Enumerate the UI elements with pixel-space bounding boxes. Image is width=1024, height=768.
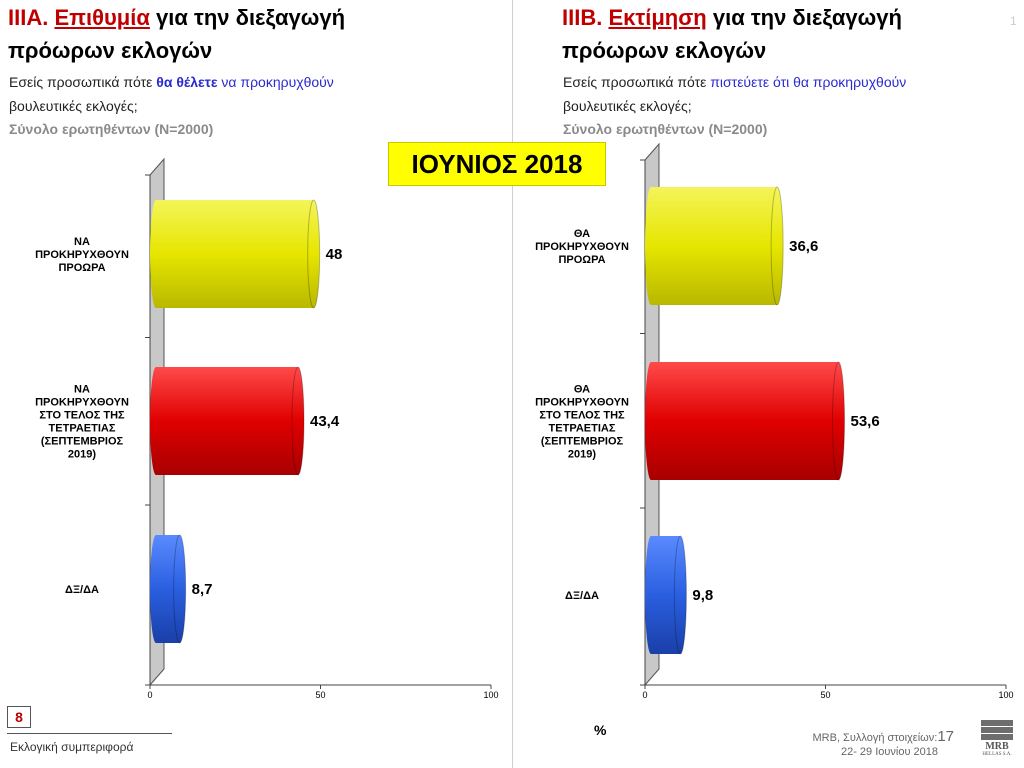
left-category-label-0-2: ΠΡΟΩΡΑ: [58, 262, 105, 274]
right-bar-start-2: [645, 536, 657, 654]
left-category-label-1-0: ΝΑ: [74, 384, 90, 396]
logo-subtext: HELLAS S.A.: [982, 752, 1012, 757]
right-question-b: πιστεύετε ότι θα προκηρυχθούν: [710, 74, 907, 90]
left-bar-2: [156, 535, 180, 643]
left-category-label-1-1: ΠΡΟΚΗΡΥΧΘΟΥΝ: [35, 397, 129, 409]
right-title-code: ΙΙΙΒ.: [562, 5, 603, 30]
right-x-tick-label-0: 0: [642, 690, 647, 700]
right-bar-start-0: [645, 187, 657, 305]
right-x-tick-label-2: 100: [998, 690, 1013, 700]
right-bar-cap-0: [770, 186, 784, 306]
right-bar-cap-2: [673, 535, 687, 655]
right-base: Σύνολο ερωτηθέντων (N=2000): [563, 121, 768, 137]
logo-text: MRB: [985, 741, 1009, 752]
mrb-logo: MRB HELLAS S.A.: [981, 720, 1013, 760]
left-bar-start-1: [150, 367, 162, 475]
panel-divider: [512, 0, 513, 768]
left-category-label-1-4: (ΣΕΠΤΕΜΒΡΙΟΣ: [41, 436, 124, 448]
left-question-c: να προκηρυχθούν: [217, 74, 334, 90]
left-bar-start-0: [150, 200, 162, 308]
left-category-label-1-3: ΤΕΤΡΑΕΤΙΑΣ: [49, 423, 116, 435]
left-title-keyword: Επιθυμία: [54, 5, 150, 30]
source-date: 22- 29 Ιουνίου 2018: [840, 746, 938, 758]
right-bar-start-1: [645, 362, 657, 480]
source-number: 17: [937, 728, 954, 745]
right-title-keyword: Εκτίμηση: [608, 5, 707, 30]
right-category-label-1-1: ΠΡΟΚΗΡΥΧΘΟΥΝ: [535, 397, 629, 409]
left-bar-cap-2: [173, 534, 187, 644]
left-bar-0: [156, 200, 314, 308]
left-question-b: θα θέλετε: [156, 74, 218, 90]
left-category-label-1-5: 2019): [68, 449, 96, 461]
left-question-line2: βουλευτικές εκλογές;: [9, 98, 138, 114]
page-number: 8: [7, 706, 31, 728]
right-category-label-0-2: ΠΡΟΩΡΑ: [558, 254, 605, 266]
right-title-line2: πρόωρων εκλογών: [562, 38, 767, 63]
right-category-label-1-4: (ΣΕΠΤΕΜΒΡΙΟΣ: [541, 436, 624, 448]
left-bar-start-2: [150, 535, 162, 643]
right-bar-1: [651, 362, 839, 480]
left-category-label-0-0: ΝΑ: [74, 236, 90, 248]
right-category-label-2-0: ΔΞ/ΔΑ: [565, 590, 599, 602]
left-bar-cap-0: [307, 199, 321, 309]
right-question-line2: βουλευτικές εκλογές;: [563, 98, 692, 114]
right-title-rest: για την διεξαγωγή: [706, 5, 902, 30]
left-x-tick-label-1: 50: [315, 690, 325, 700]
corner-mark: 1: [1010, 14, 1017, 28]
right-question-a: Εσείς προσωπικά πότε: [563, 74, 711, 90]
right-category-label-1-0: ΘΑ: [574, 384, 590, 396]
right-category-label-1-5: 2019): [568, 449, 596, 461]
footer-rule: [7, 733, 172, 734]
right-category-label-1-2: ΣΤΟ ΤΕΛΟΣ ΤΗΣ: [539, 410, 625, 422]
right-x-tick-label-1: 50: [820, 690, 830, 700]
left-question-a: Εσείς προσωπικά πότε: [9, 74, 157, 90]
left-value-label-0: 48: [326, 246, 343, 263]
left-title-code: ΙΙΙΑ.: [8, 5, 49, 30]
left-value-label-2: 8,7: [192, 581, 213, 598]
left-question: Εσείς προσωπικά πότε θα θέλετε να προκηρ…: [9, 74, 334, 90]
right-question: Εσείς προσωπικά πότε πιστεύετε ότι θα πρ…: [563, 74, 906, 90]
right-value-label-0: 36,6: [789, 238, 818, 255]
left-chart-title: ΙΙΙΑ. Επιθυμία για την διεξαγωγή: [8, 4, 345, 32]
left-x-tick-label-2: 100: [483, 690, 498, 700]
left-title-rest: για την διεξαγωγή: [149, 5, 346, 30]
source-note: MRB, Συλλογή στοιχείων:17: [813, 728, 955, 745]
left-x-tick-label-0: 0: [147, 690, 152, 700]
unit-label: %: [594, 722, 607, 738]
left-category-label-1-2: ΣΤΟ ΤΕΛΟΣ ΤΗΣ: [39, 410, 125, 422]
right-bar-0: [651, 187, 778, 305]
left-title-line2: πρόωρων εκλογών: [8, 38, 213, 63]
left-base: Σύνολο ερωτηθέντων (N=2000): [9, 121, 214, 137]
right-category-label-0-0: ΘΑ: [574, 228, 590, 240]
right-category-label-0-1: ΠΡΟΚΗΡΥΧΘΟΥΝ: [535, 241, 629, 253]
left-value-label-1: 43,4: [310, 413, 340, 430]
left-category-label-0-1: ΠΡΟΚΗΡΥΧΘΟΥΝ: [35, 249, 129, 261]
source-prefix: MRB, Συλλογή στοιχείων:: [812, 732, 938, 744]
right-chart-title: ΙΙΙΒ. Εκτίμηση για την διεξαγωγή: [562, 4, 902, 32]
right-bar-cap-1: [831, 361, 845, 481]
date-badge: ΙΟΥΝΙΟΣ 2018: [388, 142, 606, 186]
left-bar-1: [156, 367, 298, 475]
left-bar-cap-1: [291, 366, 305, 476]
right-value-label-1: 53,6: [850, 413, 879, 430]
footer-section: Εκλογική συμπεριφορά: [10, 740, 134, 754]
right-category-label-1-3: ΤΕΤΡΑΕΤΙΑΣ: [549, 423, 616, 435]
left-category-label-2-0: ΔΞ/ΔΑ: [65, 584, 99, 596]
right-value-label-2: 9,8: [692, 587, 713, 604]
